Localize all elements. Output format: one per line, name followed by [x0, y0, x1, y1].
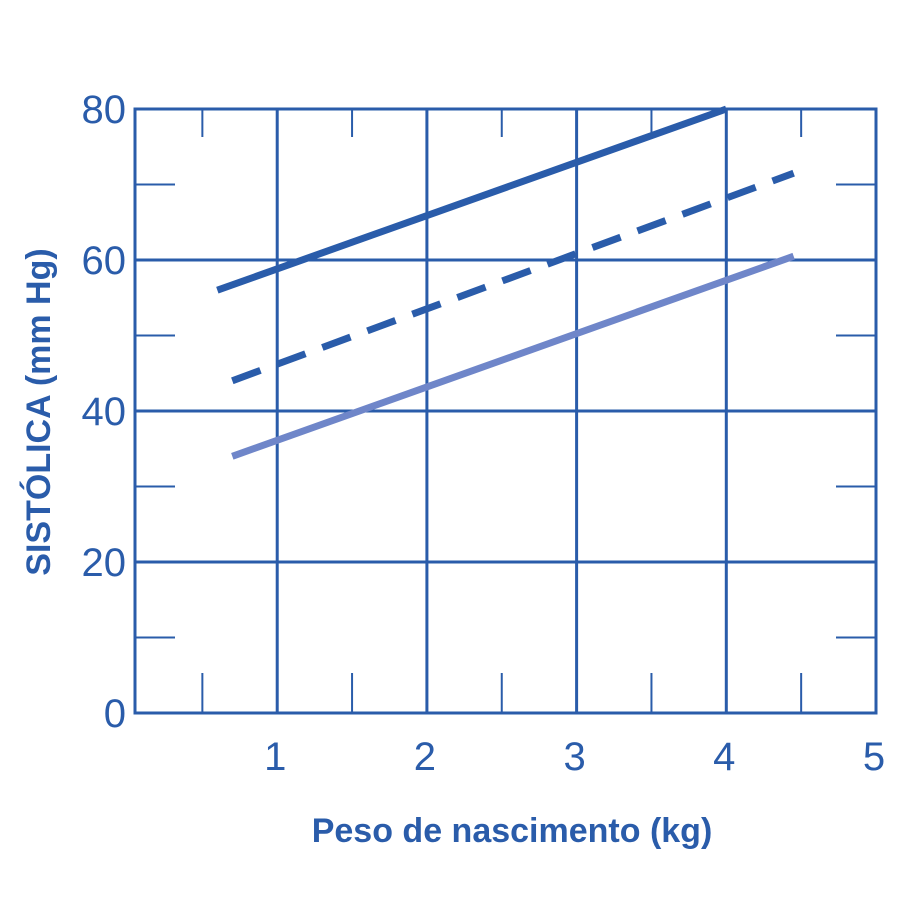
y-tick-label-20: 20	[82, 541, 127, 585]
plot-frame	[133, 107, 878, 715]
x-tick-label-1: 1	[264, 735, 286, 779]
series-lines	[216, 105, 795, 460]
y-axis-title: SISTÓLICA (mm Hg)	[20, 248, 58, 575]
x-axis-title: Peso de nascimento (kg)	[312, 812, 713, 850]
x-tick-labels: 1 2 3 4 5	[264, 735, 885, 779]
series-line-3	[231, 252, 795, 460]
x-tick-label-5: 5	[863, 735, 885, 779]
series-line-1	[216, 105, 728, 294]
series-line-2	[231, 169, 795, 385]
y-tick-label-80: 80	[82, 88, 127, 132]
y-tick-labels: 0 20 40 60 80	[82, 88, 127, 736]
grid	[135, 109, 876, 713]
x-tick-label-4: 4	[713, 735, 735, 779]
y-tick-label-60: 60	[82, 239, 127, 283]
y-tick-label-0: 0	[104, 692, 126, 736]
x-tick-label-2: 2	[414, 735, 436, 779]
x-tick-label-3: 3	[563, 735, 585, 779]
y-tick-label-40: 40	[82, 390, 127, 434]
